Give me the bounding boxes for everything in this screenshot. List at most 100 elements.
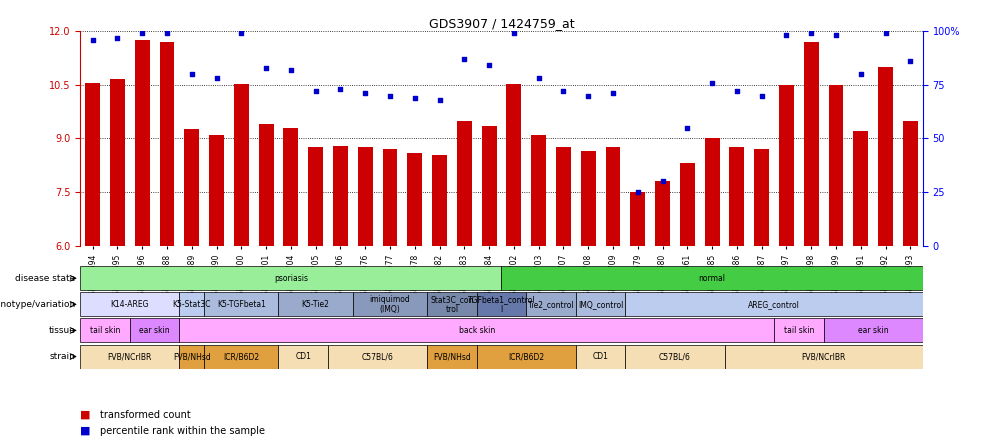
Bar: [853, 131, 868, 246]
FancyBboxPatch shape: [80, 345, 179, 369]
FancyBboxPatch shape: [204, 293, 279, 317]
Point: [258, 64, 274, 71]
Bar: [407, 153, 422, 246]
Bar: [481, 126, 496, 246]
Bar: [333, 146, 348, 246]
FancyBboxPatch shape: [328, 345, 427, 369]
Text: transformed count: transformed count: [100, 410, 190, 420]
Text: C57BL/6: C57BL/6: [658, 352, 690, 361]
Text: ear skin: ear skin: [139, 326, 169, 335]
FancyBboxPatch shape: [179, 318, 774, 342]
Bar: [284, 128, 298, 246]
FancyBboxPatch shape: [575, 345, 625, 369]
Point: [84, 36, 100, 43]
Point: [332, 86, 348, 93]
FancyBboxPatch shape: [129, 318, 179, 342]
Point: [208, 75, 224, 82]
Bar: [605, 147, 620, 246]
Bar: [184, 130, 199, 246]
FancyBboxPatch shape: [80, 266, 501, 290]
Bar: [803, 42, 818, 246]
FancyBboxPatch shape: [353, 293, 427, 317]
Bar: [679, 163, 694, 246]
Bar: [506, 84, 521, 246]
Bar: [110, 79, 124, 246]
Bar: [878, 67, 892, 246]
Text: ICR/B6D2: ICR/B6D2: [223, 352, 260, 361]
Point: [654, 178, 670, 185]
Text: ■: ■: [80, 426, 90, 436]
Bar: [432, 155, 447, 246]
Point: [753, 92, 769, 99]
FancyBboxPatch shape: [625, 345, 723, 369]
Bar: [654, 182, 669, 246]
Point: [629, 189, 645, 196]
FancyBboxPatch shape: [501, 266, 922, 290]
Point: [382, 92, 398, 99]
Point: [803, 30, 819, 37]
Text: disease state: disease state: [15, 274, 75, 283]
FancyBboxPatch shape: [476, 293, 526, 317]
Bar: [233, 84, 248, 246]
Bar: [728, 147, 743, 246]
Point: [530, 75, 546, 82]
Point: [357, 90, 373, 97]
Bar: [134, 40, 149, 246]
Point: [579, 92, 595, 99]
Point: [604, 90, 620, 97]
Point: [828, 32, 844, 39]
FancyBboxPatch shape: [526, 293, 575, 317]
Text: FVB/NHsd: FVB/NHsd: [433, 352, 470, 361]
Text: C57BL/6: C57BL/6: [362, 352, 393, 361]
Bar: [259, 124, 274, 246]
Point: [134, 30, 150, 37]
Point: [407, 94, 423, 101]
FancyBboxPatch shape: [179, 345, 204, 369]
Bar: [754, 149, 769, 246]
Bar: [828, 85, 843, 246]
Point: [431, 96, 447, 103]
Bar: [531, 135, 545, 246]
FancyBboxPatch shape: [80, 293, 179, 317]
FancyBboxPatch shape: [279, 293, 353, 317]
FancyBboxPatch shape: [427, 345, 476, 369]
Text: K5-Tie2: K5-Tie2: [302, 300, 330, 309]
Point: [678, 124, 694, 131]
Point: [703, 79, 719, 86]
FancyBboxPatch shape: [823, 318, 922, 342]
Point: [481, 62, 497, 69]
FancyBboxPatch shape: [723, 345, 922, 369]
FancyBboxPatch shape: [204, 345, 279, 369]
Bar: [358, 147, 373, 246]
FancyBboxPatch shape: [625, 293, 922, 317]
Bar: [308, 147, 323, 246]
Point: [778, 32, 794, 39]
Point: [852, 71, 868, 78]
Bar: [159, 42, 174, 246]
Text: AREG_control: AREG_control: [747, 300, 800, 309]
Text: percentile rank within the sample: percentile rank within the sample: [100, 426, 266, 436]
Text: FVB/NCrIBR: FVB/NCrIBR: [801, 352, 845, 361]
Text: CD1: CD1: [592, 352, 608, 361]
Text: CD1: CD1: [295, 352, 311, 361]
Bar: [208, 135, 223, 246]
Bar: [779, 85, 794, 246]
Text: tail skin: tail skin: [90, 326, 120, 335]
Point: [158, 30, 174, 37]
Text: psoriasis: psoriasis: [274, 274, 308, 283]
Text: normal: normal: [698, 274, 724, 283]
Bar: [629, 192, 644, 246]
Bar: [85, 83, 100, 246]
Text: Stat3C_con
trol: Stat3C_con trol: [430, 295, 473, 314]
Text: FVB/NHsd: FVB/NHsd: [172, 352, 210, 361]
Text: tail skin: tail skin: [783, 326, 814, 335]
Text: TGFbeta1_control
l: TGFbeta1_control l: [467, 295, 535, 314]
FancyBboxPatch shape: [80, 318, 129, 342]
Text: tissue: tissue: [48, 326, 75, 335]
Text: strain: strain: [49, 352, 75, 361]
FancyBboxPatch shape: [279, 345, 328, 369]
Text: genotype/variation: genotype/variation: [0, 300, 75, 309]
Point: [109, 34, 125, 41]
Point: [555, 87, 571, 95]
Bar: [457, 121, 471, 246]
